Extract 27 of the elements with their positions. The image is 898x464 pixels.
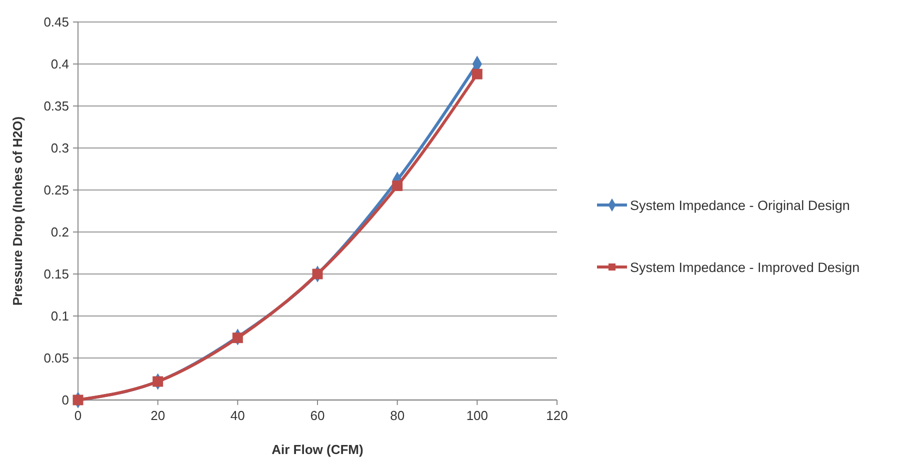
- x-tick-label: 20: [150, 408, 166, 423]
- point: [152, 376, 164, 387]
- x-tick-label: 40: [230, 408, 245, 423]
- y-tick-label: 0.05: [44, 350, 69, 366]
- y-tick-label: 0.3: [50, 140, 69, 156]
- point: [392, 180, 403, 192]
- y-tick-label: 0.1: [50, 308, 69, 324]
- x-tick-label: 60: [310, 408, 325, 423]
- point: [472, 68, 482, 80]
- y-tick-label: 0.4: [50, 56, 69, 72]
- point: [312, 268, 323, 280]
- x-axis-title: Air Flow (CFM): [272, 442, 364, 457]
- x-tick-label: 0: [74, 408, 82, 423]
- y-tick-label: 0: [62, 392, 69, 408]
- y-tick-label: 0.25: [44, 182, 69, 198]
- x-tick-label: 120: [546, 408, 568, 423]
- y-tick-label: 0.45: [44, 14, 69, 30]
- legend-label: System Impedance - Original Design: [630, 198, 850, 213]
- point: [72, 394, 84, 406]
- y-tick-label: 0.2: [50, 224, 69, 240]
- y-tick-label: 0.15: [44, 266, 69, 282]
- point: [232, 332, 243, 344]
- x-tick-label: 80: [390, 408, 405, 423]
- y-tick-label: 0.35: [44, 98, 69, 114]
- legend-label: System Impedance - Improved Design: [630, 260, 860, 275]
- x-tick-label: 100: [466, 408, 488, 423]
- y-axis-title: Pressure Drop (Inches of H2O): [10, 116, 25, 306]
